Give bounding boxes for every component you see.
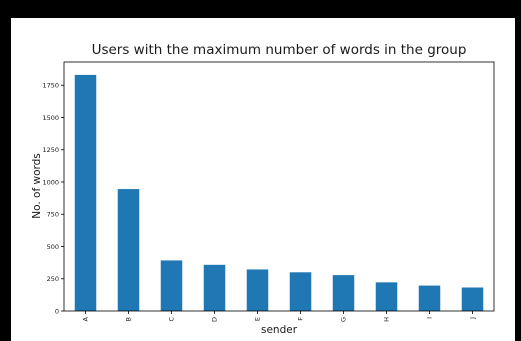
x-tick-label-F: F — [297, 317, 305, 321]
y-tick-label-1750: 1750 — [42, 82, 59, 90]
bar-H — [375, 282, 398, 311]
y-tick-label-0: 0 — [55, 307, 59, 315]
bar-D — [203, 264, 226, 311]
y-tick-label-250: 250 — [47, 275, 59, 283]
y-axis-ticks: 0 250 500 750 1000 1250 1500 1750 — [42, 82, 64, 315]
x-axis-ticks: A B C D E F G H I J — [82, 311, 477, 322]
frame-border — [515, 18, 521, 341]
axes-box — [63, 61, 495, 312]
bar-C — [160, 260, 183, 311]
y-tick-label-1000: 1000 — [42, 178, 59, 186]
bar-I — [418, 285, 441, 311]
x-tick-label-J: J — [469, 317, 477, 320]
x-tick-label-D: D — [211, 317, 219, 322]
x-tick-label-I: I — [426, 317, 434, 319]
bar-B — [117, 189, 140, 311]
bar-E — [246, 269, 269, 311]
x-tick-label-C: C — [168, 317, 176, 322]
x-tick-label-G: G — [340, 317, 348, 322]
y-tick-label-1250: 1250 — [42, 146, 59, 154]
x-tick-label-H: H — [383, 317, 391, 322]
bar-A — [74, 74, 97, 312]
bar-G — [332, 275, 355, 311]
y-axis-label: No. of words — [31, 153, 43, 219]
bar-J — [461, 287, 484, 311]
x-tick-label-B: B — [125, 317, 133, 321]
x-tick-label-A: A — [82, 316, 90, 321]
x-axis-label: sender — [261, 324, 298, 336]
y-tick-label-1500: 1500 — [42, 114, 59, 122]
y-tick-label-750: 750 — [47, 211, 59, 219]
y-tick-label-500: 500 — [47, 243, 59, 251]
bar-F — [289, 272, 312, 311]
x-tick-label-E: E — [254, 317, 262, 321]
chart-title: Users with the maximum number of words i… — [92, 42, 467, 58]
bars-group — [74, 74, 484, 312]
